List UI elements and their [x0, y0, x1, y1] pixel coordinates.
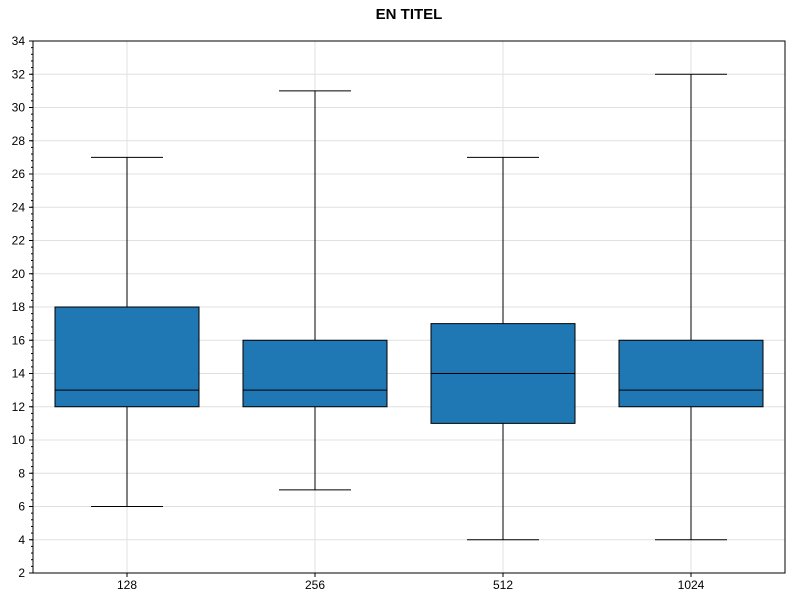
- x-tick-label: 128: [117, 578, 137, 592]
- y-tick-label: 26: [12, 167, 26, 181]
- y-tick-label: 16: [12, 333, 26, 347]
- box-iqr: [54, 306, 200, 408]
- y-tick-label: 6: [18, 500, 25, 514]
- y-tick-label: 32: [12, 67, 26, 81]
- y-tick-label: 20: [12, 267, 26, 281]
- x-tick-label: 512: [493, 578, 513, 592]
- y-tick-label: 22: [12, 234, 26, 248]
- y-tick-label: 18: [12, 300, 26, 314]
- y-tick-label: 10: [12, 433, 26, 447]
- y-tick-label: 24: [12, 200, 26, 214]
- y-tick-label: 2: [18, 566, 25, 580]
- y-tick-label: 8: [18, 466, 25, 480]
- box-iqr: [242, 339, 388, 408]
- boxes-layer: [54, 73, 764, 541]
- y-tick-label: 12: [12, 400, 26, 414]
- x-tick-label: 1024: [678, 578, 705, 592]
- y-tick-label: 14: [12, 367, 26, 381]
- x-axis: 128 256 512 1024: [117, 573, 705, 592]
- x-tick-label: 256: [305, 578, 325, 592]
- y-tick-label: 28: [12, 134, 26, 148]
- chart-title: EN TITEL: [376, 6, 443, 23]
- box-iqr: [618, 339, 764, 408]
- y-tick-label: 4: [18, 533, 25, 547]
- y-tick-label: 30: [12, 101, 26, 115]
- y-tick-label: 34: [12, 34, 26, 48]
